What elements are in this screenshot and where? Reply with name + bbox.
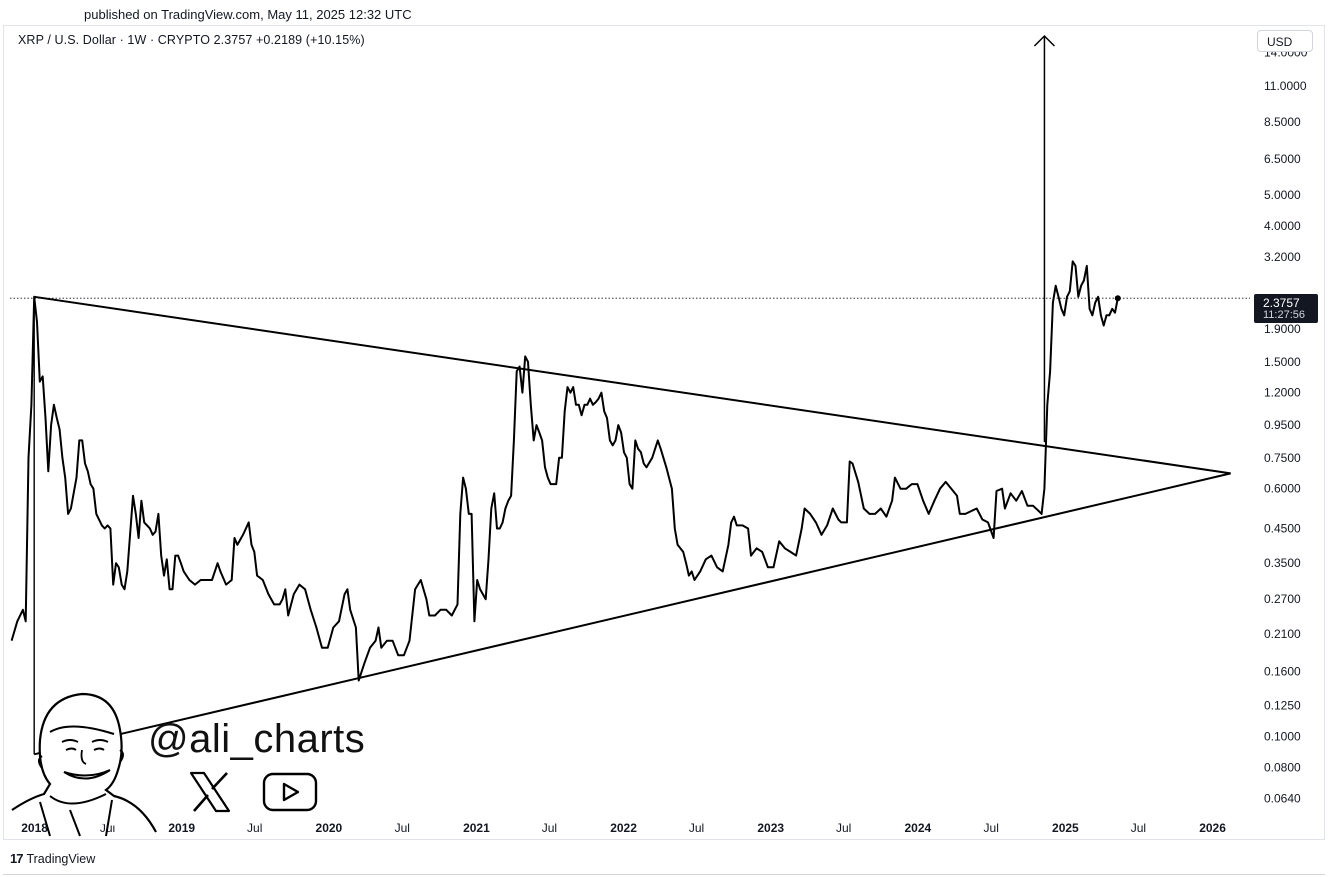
y-tick-label: 3.2000 xyxy=(1264,250,1301,264)
last-price-tag: 2.3757 11:27:56 xyxy=(1254,294,1318,323)
y-tick-label: 0.2700 xyxy=(1264,592,1301,606)
x-tick-label: 2023 xyxy=(757,821,784,835)
y-tick-label: 0.9500 xyxy=(1264,418,1301,432)
youtube-icon xyxy=(262,772,318,812)
x-tick-label: 2024 xyxy=(904,821,931,835)
x-tick-label: Jul xyxy=(984,821,999,835)
y-tick-label: 0.0800 xyxy=(1264,760,1301,774)
y-tick-label: 1.2000 xyxy=(1264,386,1301,400)
published-caption: published on TradingView.com, May 11, 20… xyxy=(84,7,412,22)
avatar xyxy=(11,692,157,837)
y-tick-label: 1.9000 xyxy=(1264,322,1301,336)
y-axis: 14.000011.00008.50006.50005.00004.00003.… xyxy=(1264,46,1308,806)
watermark-handle: @ali_charts xyxy=(148,717,366,761)
y-tick-label: 11.0000 xyxy=(1264,79,1307,93)
y-tick-label: 0.1000 xyxy=(1264,730,1301,744)
lower-trendline xyxy=(33,472,1231,756)
x-axis: 2018 Jul 2019 Jul 2020 Jul 2021 Jul 2022 Jul 2023 J… xyxy=(21,821,1226,835)
bar-countdown: 11:27:56 xyxy=(1263,309,1306,321)
y-tick-label: 0.0640 xyxy=(1264,791,1301,805)
x-tick-label: Jul xyxy=(1131,821,1146,835)
y-tick-label: 0.1600 xyxy=(1264,665,1301,679)
last-price-point xyxy=(1114,295,1121,302)
x-tick-label: Jul xyxy=(542,821,557,835)
x-tick-label: 2025 xyxy=(1052,821,1079,835)
last-price-value: 2.3757 xyxy=(1263,296,1300,310)
x-tick-label: Jul xyxy=(247,821,262,835)
chart-frame xyxy=(3,25,1325,840)
y-tick-label: 1.5000 xyxy=(1264,355,1301,369)
y-tick-label: 5.0000 xyxy=(1264,188,1301,202)
x-logo-icon xyxy=(189,771,231,813)
x-tick-label: 2018 xyxy=(21,821,48,835)
series-layer xyxy=(10,260,1121,682)
tradingview-brand: 17 TradingView xyxy=(10,851,95,866)
x-tick-label: 2021 xyxy=(463,821,490,835)
x-tick-label: Jul xyxy=(836,821,851,835)
x-tick-label: 2019 xyxy=(168,821,195,835)
y-tick-label: 8.5000 xyxy=(1264,115,1301,129)
x-tick-label: Jul xyxy=(689,821,704,835)
y-tick-label: 0.3500 xyxy=(1264,556,1301,570)
price-series-line xyxy=(10,260,1119,682)
upper-trendline xyxy=(34,295,1231,475)
y-tick-label: 0.4500 xyxy=(1264,521,1301,535)
brand-name: TradingView xyxy=(26,851,96,866)
currency-button[interactable]: USD xyxy=(1257,30,1313,52)
y-tick-label: 0.1250 xyxy=(1264,699,1301,713)
y-tick-label: 0.2100 xyxy=(1264,627,1301,641)
y-tick-label: 6.5000 xyxy=(1264,152,1301,166)
y-tick-label: 0.6000 xyxy=(1264,482,1301,496)
y-tick-label: 0.7500 xyxy=(1264,451,1301,465)
x-tick-label: Jul xyxy=(395,821,410,835)
x-tick-label: 2022 xyxy=(610,821,637,835)
footer-bar xyxy=(3,840,1325,875)
x-tick-label: 2026 xyxy=(1199,821,1226,835)
y-tick-label: 4.0000 xyxy=(1264,219,1301,233)
x-tick-label: 2020 xyxy=(316,821,343,835)
tradingview-logo-icon: 17 xyxy=(10,851,24,866)
symbol-legend: XRP / U.S. Dollar · 1W · CRYPTO 2.3757 +… xyxy=(18,33,365,47)
projection-arrow-head xyxy=(1033,34,1055,47)
trendlines xyxy=(33,34,1231,756)
